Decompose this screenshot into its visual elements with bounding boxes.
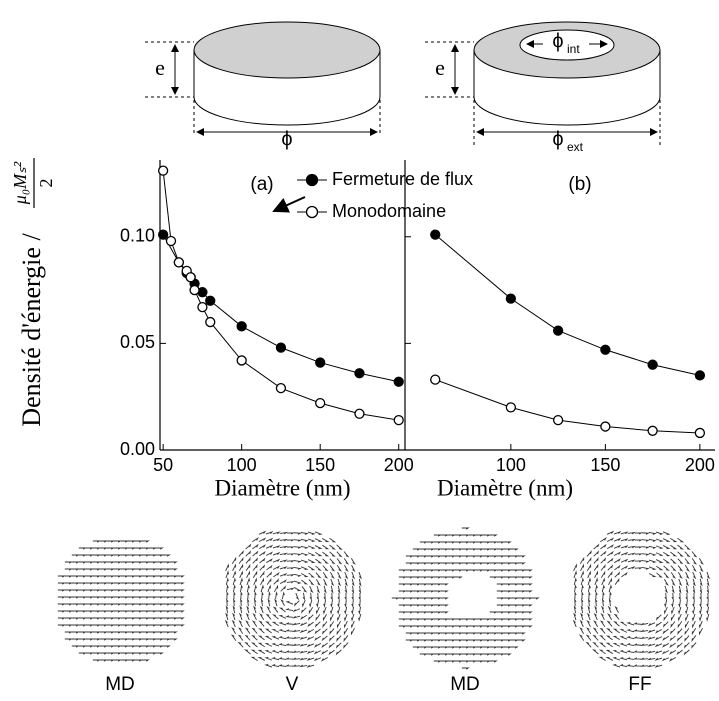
y-tick-label: 0.00 bbox=[120, 439, 155, 459]
data-point bbox=[600, 421, 611, 432]
data-point bbox=[393, 376, 404, 387]
x-tick-label: 200 bbox=[384, 455, 414, 475]
data-point bbox=[157, 165, 169, 176]
legend-marker bbox=[305, 173, 319, 187]
vector-maps: MD V MD FF bbox=[57, 527, 710, 695]
data-point bbox=[275, 383, 287, 394]
data-point bbox=[315, 357, 326, 368]
series-line bbox=[435, 379, 700, 434]
vector-field bbox=[224, 530, 362, 668]
data-point bbox=[197, 301, 208, 313]
panel-label: (b) bbox=[568, 174, 591, 195]
x-tick-label: 100 bbox=[227, 455, 257, 475]
x-axis-label: Diamètre (nm) bbox=[437, 475, 573, 500]
map-label: FF bbox=[628, 674, 651, 695]
data-point bbox=[185, 272, 196, 283]
x-tick-label: 150 bbox=[305, 455, 335, 475]
x-tick-label: 200 bbox=[685, 455, 715, 475]
data-point bbox=[315, 397, 326, 409]
data-point bbox=[694, 370, 706, 381]
data-point bbox=[165, 235, 177, 247]
data-point bbox=[552, 414, 564, 426]
data-point bbox=[173, 257, 184, 268]
data-point bbox=[236, 321, 247, 332]
y-tick-label: 0.05 bbox=[120, 332, 155, 352]
data-point bbox=[236, 355, 247, 366]
inner-diameter-sub: int bbox=[567, 42, 580, 56]
data-point bbox=[189, 284, 200, 296]
x-tick-label: 100 bbox=[496, 455, 526, 475]
y-axis-numerator: μ₀Mₛ² bbox=[10, 161, 30, 205]
y-tick-label: 0.10 bbox=[120, 226, 155, 246]
map-label: MD bbox=[105, 674, 135, 695]
data-point bbox=[157, 229, 169, 240]
vector-field bbox=[391, 527, 540, 670]
data-point bbox=[552, 325, 564, 336]
ring-schematic bbox=[425, 21, 661, 145]
series-line bbox=[434, 234, 700, 376]
data-point bbox=[505, 402, 517, 413]
legend-label: Fermeture de flux bbox=[332, 169, 473, 189]
y-axis-denominator: 2 bbox=[36, 179, 56, 188]
data-point bbox=[354, 408, 365, 419]
thickness-label: e bbox=[155, 55, 165, 80]
data-point bbox=[275, 342, 287, 353]
panel-label: (a) bbox=[250, 174, 273, 195]
inner-diameter-label: ϕ bbox=[552, 30, 563, 52]
data-point bbox=[647, 425, 658, 436]
data-point bbox=[205, 295, 216, 306]
x-tick-label: 150 bbox=[590, 455, 620, 475]
data-point bbox=[205, 316, 216, 328]
data-point bbox=[354, 368, 365, 379]
diameter-label: ϕ bbox=[281, 128, 292, 150]
legend-marker bbox=[305, 205, 319, 219]
map-label: V bbox=[286, 674, 299, 695]
pointer-arrow bbox=[272, 196, 306, 213]
thickness-label: e bbox=[435, 55, 445, 80]
data-point bbox=[505, 293, 517, 304]
x-tick-label: 50 bbox=[153, 455, 173, 475]
map-label: MD bbox=[450, 674, 480, 695]
legend-label: Monodomaine bbox=[332, 201, 446, 221]
data-point bbox=[393, 414, 404, 426]
vector-field bbox=[572, 530, 710, 668]
x-axis-label: Diamètre (nm) bbox=[214, 475, 350, 500]
data-point bbox=[430, 229, 441, 240]
data-point bbox=[430, 374, 441, 385]
vector-field bbox=[57, 540, 185, 662]
label-bg bbox=[543, 34, 589, 56]
y-axis-title: Densité d'énergie / bbox=[17, 233, 46, 427]
disk-schematic bbox=[145, 21, 381, 136]
data-point bbox=[647, 359, 658, 370]
data-point bbox=[694, 427, 706, 439]
outer-diameter-label: ϕ bbox=[552, 128, 563, 150]
data-point bbox=[600, 344, 611, 355]
y-axis-label: Densité d'énergie / μ₀Mₛ² 2 bbox=[10, 158, 56, 427]
outer-diameter-sub: ext bbox=[567, 140, 584, 154]
